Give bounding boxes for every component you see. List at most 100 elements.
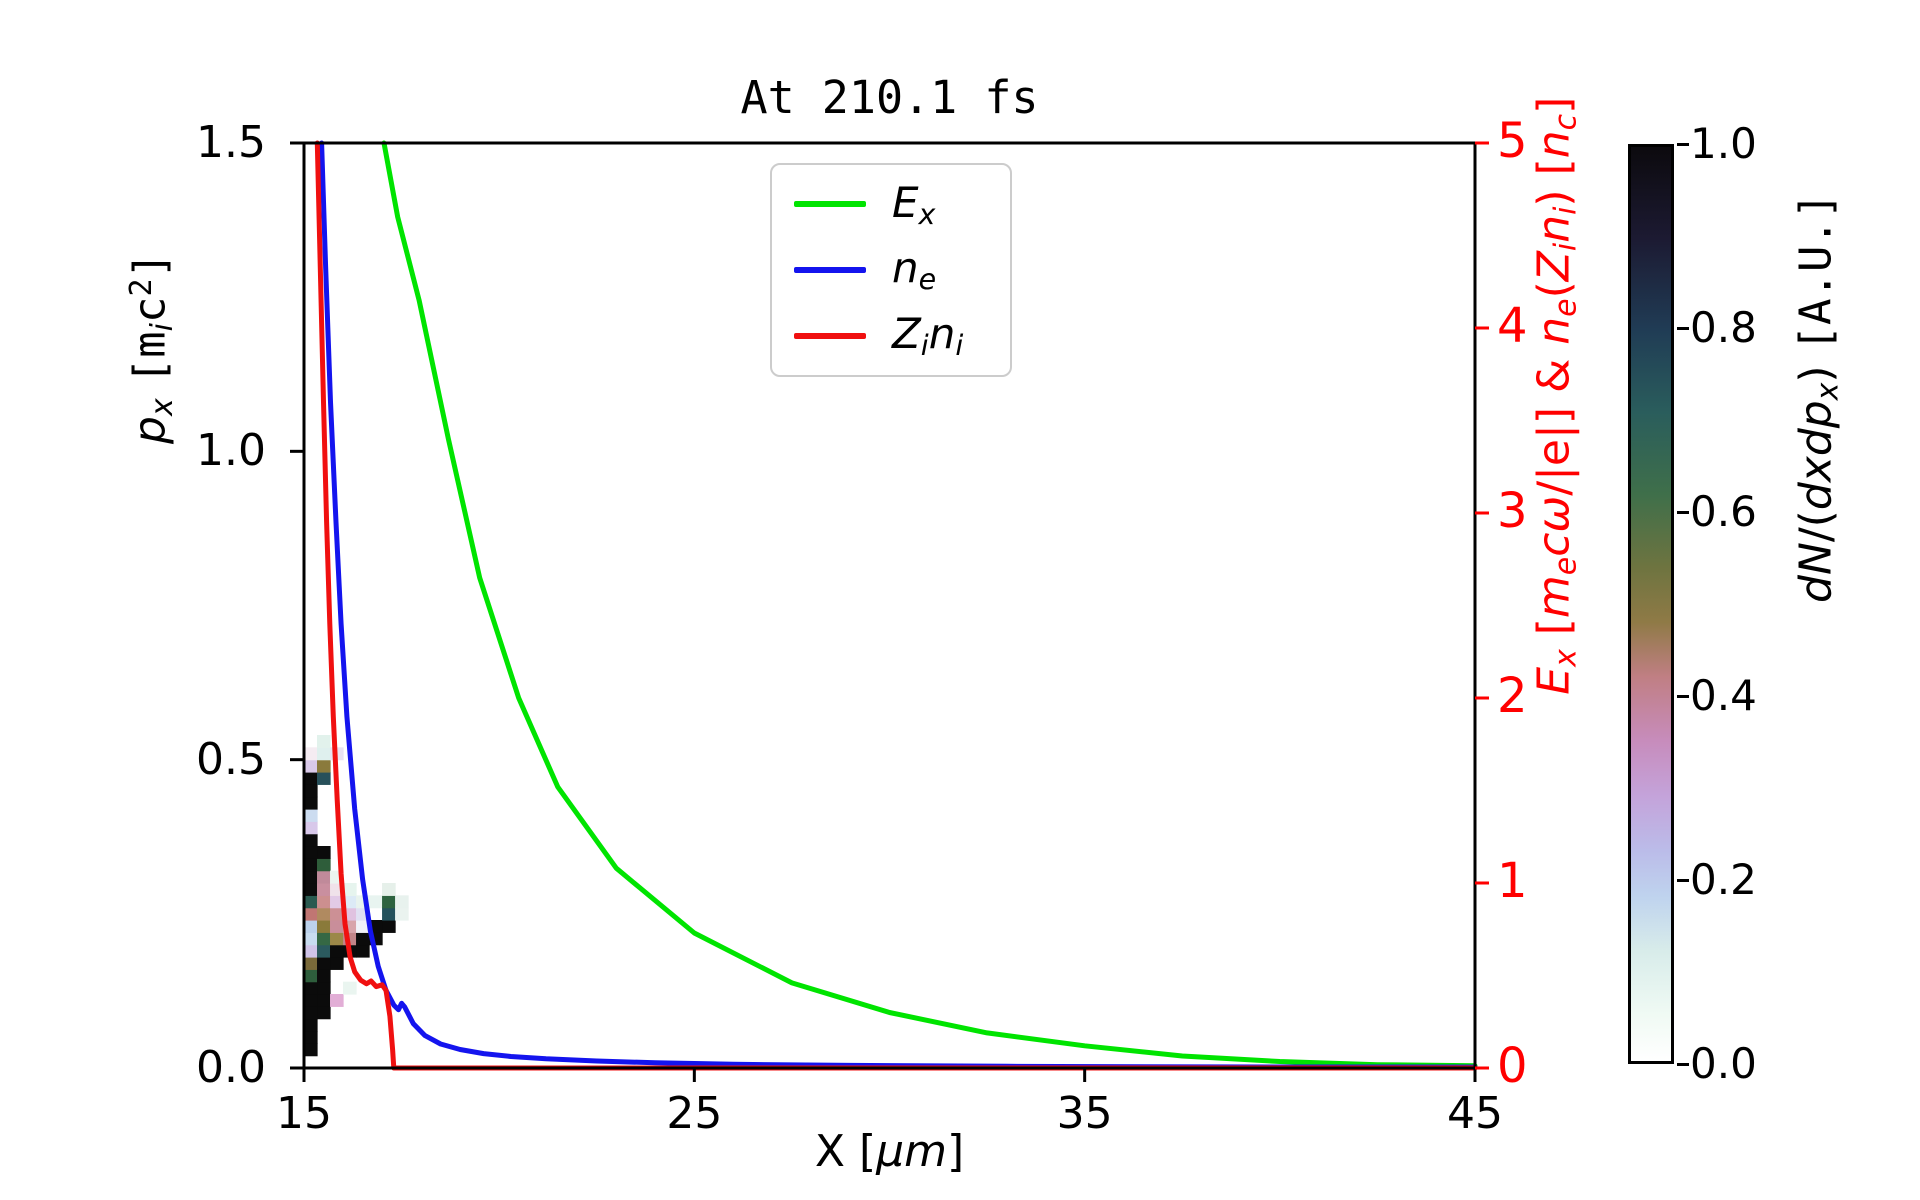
x-tick-label: 15	[276, 1088, 332, 1139]
y-right-tick-label: 4	[1497, 298, 1528, 354]
colorbar-tick-label: 1.0	[1690, 119, 1757, 168]
colorbar-gradient	[1631, 147, 1671, 1061]
heatmap-cell	[304, 747, 318, 761]
colorbar	[1628, 144, 1674, 1064]
heatmap-cell	[382, 907, 396, 921]
heatmap-cell	[317, 994, 331, 1007]
axes-spines	[302, 141, 1477, 1070]
heatmap-cell	[317, 944, 331, 958]
heatmap-cell	[304, 994, 318, 1007]
legend-entry: Ex	[794, 178, 1010, 231]
heatmap-cell	[317, 858, 331, 872]
heatmap-cell	[304, 809, 318, 822]
heatmap-cell	[304, 907, 318, 921]
heatmap-cell	[356, 932, 370, 946]
y-right-tick-label: 3	[1497, 483, 1528, 539]
x-axis-label: X [μm]	[814, 1126, 965, 1177]
heatmap-cell	[317, 907, 331, 921]
heatmap-cell	[330, 895, 344, 909]
legend-line-swatch	[794, 332, 866, 339]
heatmap-cell	[356, 944, 370, 958]
colorbar-tick-label: 0.8	[1690, 303, 1757, 352]
y-right-tick-label: 1	[1497, 853, 1528, 909]
series-line-1	[319, 140, 1478, 1070]
colorbar-tick	[1677, 142, 1689, 146]
colorbar-label: dN/(dxdpx) [A.U.]	[1790, 192, 1846, 603]
heatmap-cell	[330, 944, 344, 958]
plot-canvas	[290, 140, 1489, 1082]
x-tick-label: 35	[1056, 1088, 1113, 1139]
heatmap-cell	[304, 772, 318, 785]
y-left-tick-label: 1.5	[196, 117, 266, 168]
y-right-tick-label: 5	[1497, 113, 1528, 169]
heatmap-cell	[304, 932, 318, 946]
colorbar-tick-label: 0.2	[1690, 855, 1757, 904]
heatmap-cell	[304, 784, 318, 798]
y-right-axis-label: Ex [mecω/|e|] & ne(Zini) [nc]	[1528, 96, 1584, 695]
heatmap-cell	[317, 772, 331, 785]
heatmap-cell	[317, 932, 331, 946]
heatmap-cell	[330, 932, 344, 946]
legend-label: Ex	[892, 177, 936, 231]
y-left-tick-label: 0.0	[196, 1042, 266, 1093]
heatmap-cell	[382, 883, 396, 896]
colorbar-tick	[1677, 694, 1689, 698]
heatmap-cell	[304, 1018, 318, 1032]
heatmap-cell	[317, 920, 331, 933]
colorbar-tick	[1677, 326, 1689, 330]
y-left-tick-label: 1.0	[196, 425, 266, 477]
y-left-tick-label: 0.5	[196, 733, 266, 785]
heatmap-cell	[395, 895, 409, 909]
colorbar-tick-label: 0.4	[1690, 671, 1757, 720]
heatmap-cell	[304, 981, 318, 995]
series-line-2	[314, 140, 1478, 1071]
x-tick-label: 25	[666, 1088, 723, 1139]
y-right-tick-label: 2	[1497, 668, 1528, 724]
heatmap-cell	[304, 1043, 318, 1057]
heatmap-cell	[317, 957, 331, 970]
heatmap-cell	[317, 759, 331, 773]
heatmap-cell	[343, 895, 357, 909]
heatmap-cell	[356, 920, 370, 933]
x-tick-label: 45	[1447, 1088, 1503, 1139]
heatmap-cell	[304, 759, 318, 773]
heatmap-cell	[304, 846, 318, 859]
heatmap-cell	[382, 920, 396, 933]
heatmap-cell	[330, 907, 344, 921]
legend: Ex ne Zini	[770, 163, 1012, 377]
heatmap-cell	[317, 981, 331, 995]
y-right-tick-label: 0	[1497, 1038, 1528, 1094]
heatmap-cell	[330, 920, 344, 933]
heatmap-cell	[317, 969, 331, 983]
series-line-0	[381, 140, 1478, 1069]
heatmap-cell	[304, 858, 318, 872]
colorbar-tick	[1677, 510, 1689, 514]
heatmap-cell	[304, 969, 318, 983]
heatmap-cell	[304, 944, 318, 958]
heatmap-cell	[330, 994, 344, 1007]
colorbar-tick	[1677, 878, 1689, 882]
heatmap-cell	[304, 821, 318, 835]
heatmap-cell	[304, 833, 318, 847]
legend-label: Zini	[892, 309, 964, 363]
heatmap-cell	[382, 895, 396, 909]
colorbar-tick-label: 0.6	[1690, 487, 1757, 536]
heatmap-cell	[304, 796, 318, 810]
heatmap-cell	[343, 981, 357, 995]
heatmap-cell	[304, 957, 318, 970]
heatmap-cell	[395, 907, 409, 921]
heatmap-cell	[304, 895, 318, 909]
heatmap-cell	[317, 735, 331, 748]
heatmap-cell	[304, 883, 318, 896]
plot-area	[290, 140, 1489, 1082]
heatmap-cell	[317, 870, 331, 884]
heatmap-cell	[317, 883, 331, 896]
heatmap-cell	[317, 1006, 331, 1020]
heatmap-cell	[330, 957, 344, 970]
heatmap-cell	[317, 846, 331, 859]
legend-line-swatch	[794, 201, 866, 208]
plot-title: At 210.1 fs	[740, 71, 1039, 124]
legend-entry: Zini	[794, 309, 1010, 362]
heatmap-cell	[304, 1031, 318, 1044]
